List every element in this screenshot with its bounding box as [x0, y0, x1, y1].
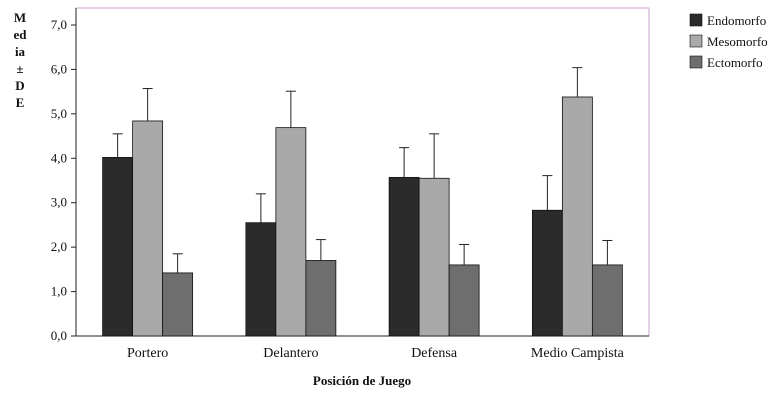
y-tick-label: 4,0	[51, 150, 67, 165]
y-tick-label: 1,0	[51, 284, 67, 299]
y-axis-title: Med ia ± DE	[14, 10, 28, 110]
y-axis-title-line: E	[16, 95, 25, 110]
bar-ectomorfo-1	[162, 272, 194, 337]
y-tick-label: 5,0	[51, 106, 67, 121]
x-tick-label: Defensa	[411, 346, 458, 361]
bar-mesomorfo-2	[275, 127, 307, 337]
bar-endomorfo-4	[531, 209, 563, 337]
y-tick-label: 6,0	[51, 61, 67, 76]
y-axis-title-line: ed	[14, 27, 28, 42]
bar-mesomorfo-3	[418, 177, 450, 337]
legend: Endomorfo Mesomorfo Ectomorfo	[689, 13, 768, 70]
y-tick-group: 0,0 1,0 2,0 3,0 4,0 5,0 6,0 7,0	[51, 17, 76, 343]
bar-ectomorfo-3	[448, 264, 480, 337]
legend-swatch-ectomorfo	[689, 55, 703, 69]
bar-ectomorfo-4	[591, 264, 623, 337]
legend-label-ectomorfo: Ectomorfo	[707, 55, 763, 70]
y-tick-label: 0,0	[51, 328, 67, 343]
x-tick-label: Medio Campista	[531, 346, 625, 361]
y-tick-label: 2,0	[51, 239, 67, 254]
bar-mesomorfo-1	[132, 120, 164, 337]
bar-endomorfo-2	[245, 222, 277, 337]
y-axis-title-line: ±	[16, 61, 23, 76]
x-tick-labels: Portero Delantero Defensa Medio Campista	[127, 346, 625, 361]
y-axis-title-line: ia	[15, 44, 26, 59]
x-tick-label: Delantero	[263, 346, 318, 361]
x-tick-label: Portero	[127, 346, 168, 361]
x-axis-title: Posición de Juego	[313, 373, 411, 388]
legend-label-mesomorfo: Mesomorfo	[707, 34, 768, 49]
bar-ectomorfo-2	[305, 260, 337, 337]
legend-swatch-endomorfo	[689, 13, 703, 27]
legend-label-endomorfo: Endomorfo	[707, 13, 766, 28]
legend-swatch-mesomorfo	[689, 34, 703, 48]
y-axis-title-line: D	[15, 78, 24, 93]
bar-endomorfo-3	[388, 176, 420, 337]
bar-mesomorfo-4	[561, 96, 593, 337]
y-axis-title-line: M	[14, 10, 26, 25]
y-tick-label: 3,0	[51, 195, 67, 210]
bar-endomorfo-1	[102, 156, 134, 337]
error-bars-group	[112, 67, 613, 273]
y-tick-label: 7,0	[51, 17, 67, 32]
bars-group	[102, 96, 623, 337]
